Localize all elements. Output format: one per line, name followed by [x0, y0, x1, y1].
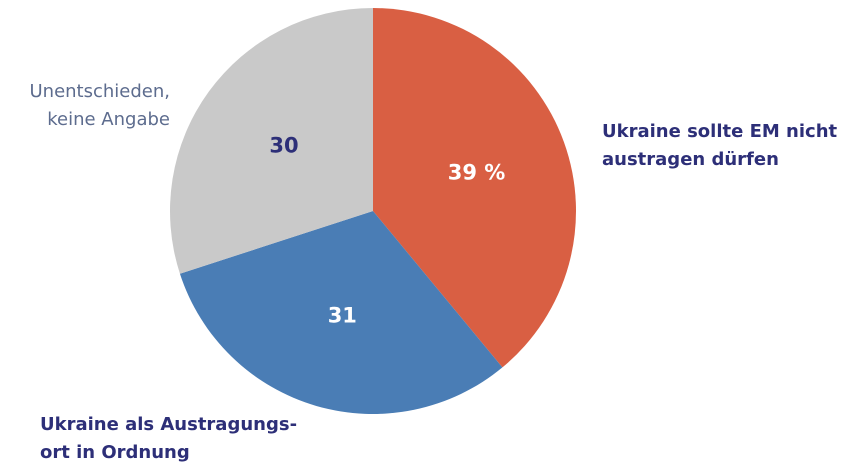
slice-label: austragen dürfen — [602, 149, 779, 170]
value-label: 30 — [269, 133, 298, 157]
value-label: 39 % — [448, 161, 506, 185]
pie-slice — [170, 8, 373, 274]
pie-slice — [373, 8, 576, 368]
pie-slice — [179, 211, 503, 414]
value-label: 31 — [328, 304, 357, 328]
slice-label: Ukraine sollte EM nicht — [602, 121, 838, 142]
slice-label: Unentschieden, — [29, 81, 170, 102]
slice-label: ort in Ordnung — [40, 442, 190, 463]
slice-label: keine Angabe — [47, 109, 170, 130]
slice-label: Ukraine als Austragungs- — [40, 414, 297, 435]
